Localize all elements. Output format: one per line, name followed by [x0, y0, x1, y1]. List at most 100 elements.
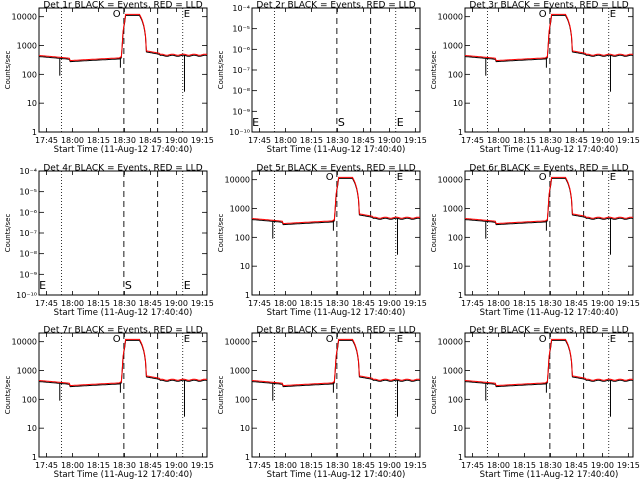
y-tick-label: 10	[240, 424, 250, 433]
x-tick-label: 18:15	[300, 136, 323, 145]
plot-frame	[464, 7, 634, 133]
y-tick-label: 10000	[438, 13, 463, 22]
x-tick-label: 18:30	[326, 136, 349, 145]
x-tick-label: 17:45	[248, 299, 271, 308]
x-tick-label: 19:15	[191, 136, 214, 145]
x-tick-label: 18:00	[487, 136, 510, 145]
y-axis-label: Counts/sec	[430, 51, 438, 90]
x-tick-label: 18:00	[487, 461, 510, 470]
series-lld-line	[464, 13, 634, 62]
x-tick-label: 18:30	[539, 461, 562, 470]
x-tick-label: 18:15	[300, 299, 323, 308]
y-tick-label: 1000	[443, 367, 463, 376]
plot-frame	[251, 170, 421, 296]
plot-frame	[251, 7, 421, 133]
x-tick-label: 19:15	[191, 461, 214, 470]
x-tick-label: 18:15	[513, 136, 536, 145]
x-tick-label: 18:00	[274, 299, 297, 308]
x-tick-label: 18:15	[300, 461, 323, 470]
panel-title: Det 2r BLACK = Events, RED = LLD	[256, 1, 415, 11]
x-tick-label: 18:00	[61, 136, 84, 145]
y-tick-label: 10⁻⁸	[232, 87, 250, 96]
segment-marker: O	[539, 334, 547, 345]
y-tick-label: 1	[458, 453, 463, 462]
y-tick-label: 10⁻⁴	[232, 4, 250, 13]
x-tick-label: 18:45	[352, 136, 375, 145]
y-tick-label: 10000	[225, 338, 250, 347]
segment-marker: E	[610, 172, 616, 183]
x-tick-label: 18:15	[513, 299, 536, 308]
y-axis-label: Counts/sec	[430, 214, 438, 253]
x-tick-label: 18:30	[113, 461, 136, 470]
panel-title: Det 1r BLACK = Events, RED = LLD	[43, 1, 202, 11]
x-tick-label: 18:00	[487, 299, 510, 308]
y-tick-label: 1000	[17, 42, 37, 51]
y-tick-label: 1	[245, 453, 250, 462]
y-tick-label: 10	[240, 262, 250, 271]
x-tick-label: 19:15	[191, 299, 214, 308]
x-tick-label: 18:15	[87, 461, 110, 470]
x-tick-label: 17:45	[35, 461, 58, 470]
y-axis-label: Counts/sec	[4, 51, 12, 90]
x-tick-label: 19:00	[378, 461, 401, 470]
segment-marker: E	[610, 334, 616, 345]
y-tick-label: 10⁻⁸	[19, 250, 37, 259]
y-tick-label: 1	[245, 291, 250, 300]
segment-marker: E	[184, 334, 190, 345]
segment-marker: O	[113, 334, 121, 345]
x-tick-label: 18:45	[565, 299, 588, 308]
x-axis-label: Start Time (11-Aug-12 17:40:40)	[54, 145, 193, 155]
segment-marker: O	[539, 9, 547, 20]
segment-marker: E	[397, 172, 403, 183]
y-tick-label: 100	[448, 233, 463, 242]
x-tick-label: 18:45	[565, 136, 588, 145]
y-tick-label: 100	[22, 70, 37, 79]
x-tick-label: 18:15	[513, 461, 536, 470]
series-lld-line	[464, 338, 634, 387]
series-lld-line	[251, 338, 421, 387]
x-tick-label: 18:45	[139, 461, 162, 470]
x-tick-label: 18:45	[565, 461, 588, 470]
x-tick-label: 18:15	[87, 136, 110, 145]
x-tick-label: 18:45	[139, 136, 162, 145]
y-tick-label: 10⁻⁷	[232, 66, 250, 75]
x-tick-label: 19:00	[165, 136, 188, 145]
segment-marker: E	[610, 9, 616, 20]
segment-marker: O	[539, 172, 547, 183]
y-tick-label: 10000	[12, 13, 37, 22]
y-tick-label: 10⁻⁹	[232, 107, 250, 116]
y-tick-label: 1	[32, 453, 37, 462]
x-tick-label: 18:45	[139, 299, 162, 308]
y-tick-label: 10000	[438, 338, 463, 347]
x-tick-label: 19:15	[617, 136, 640, 145]
panel-title: Det 5r BLACK = Events, RED = LLD	[256, 164, 415, 174]
x-tick-label: 17:45	[461, 136, 484, 145]
x-tick-label: 19:00	[591, 461, 614, 470]
panel-title: Det 4r BLACK = Events, RED = LLD	[43, 164, 202, 174]
y-axis-label: Counts/sec	[4, 376, 12, 415]
x-tick-label: 18:45	[352, 299, 375, 308]
x-tick-label: 19:00	[378, 299, 401, 308]
y-tick-label: 100	[448, 70, 463, 79]
y-tick-label: 1	[458, 291, 463, 300]
panel-title: Det 9r BLACK = Events, RED = LLD	[469, 326, 628, 336]
y-tick-label: 1000	[17, 367, 37, 376]
segment-marker: E	[397, 116, 404, 129]
x-tick-label: 18:30	[113, 136, 136, 145]
x-tick-label: 18:00	[61, 461, 84, 470]
segment-marker: E	[184, 279, 191, 292]
series-lld-line	[464, 176, 634, 225]
x-axis-label: Start Time (11-Aug-12 17:40:40)	[480, 470, 619, 480]
x-tick-label: 19:15	[404, 299, 427, 308]
x-tick-label: 17:45	[248, 136, 271, 145]
segment-marker: O	[113, 9, 121, 20]
y-tick-label: 1000	[230, 205, 250, 214]
y-tick-label: 10	[453, 262, 463, 271]
plot-frame	[38, 7, 208, 133]
y-tick-label: 10⁻⁶	[232, 45, 250, 54]
segment-marker: S	[338, 116, 345, 129]
